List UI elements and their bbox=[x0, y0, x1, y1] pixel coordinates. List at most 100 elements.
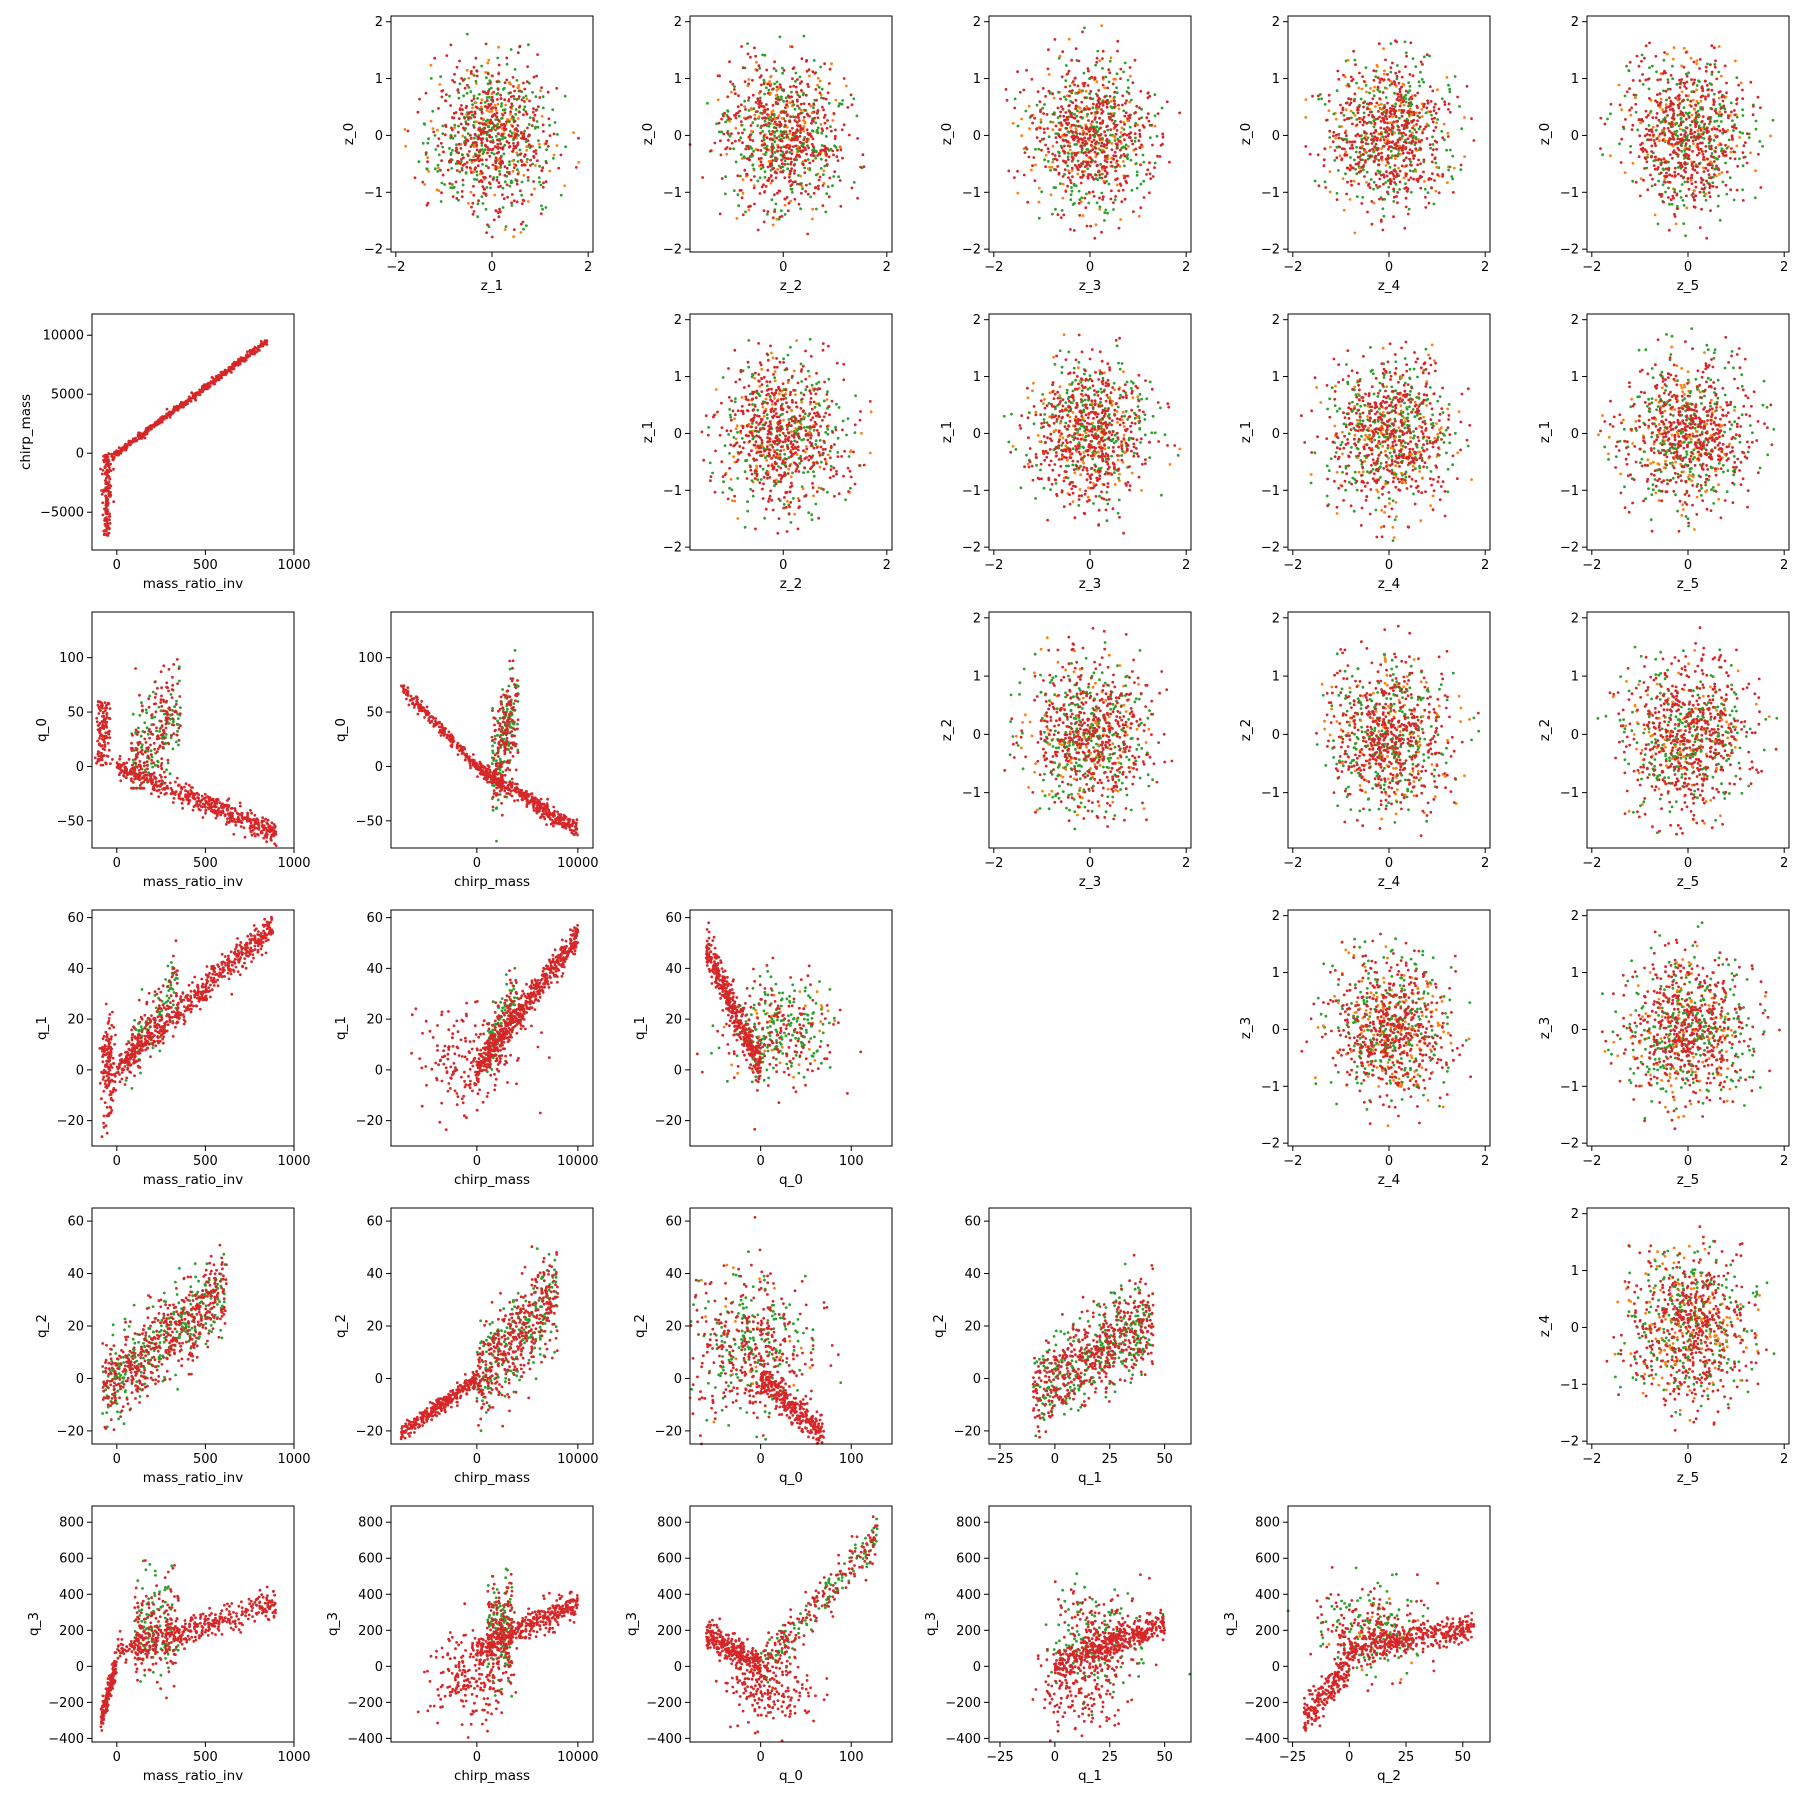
scatter-point bbox=[1415, 111, 1418, 115]
scatter-point bbox=[541, 207, 544, 211]
scatter-point bbox=[1715, 77, 1719, 81]
scatter-point bbox=[536, 53, 539, 56]
scatter-point bbox=[1118, 148, 1122, 152]
scatter-point bbox=[1059, 110, 1062, 114]
scatter-point bbox=[463, 136, 467, 139]
scatter-point bbox=[1373, 159, 1376, 163]
scatter-point bbox=[783, 119, 787, 123]
scatter-point bbox=[1103, 211, 1107, 215]
scatter-point bbox=[531, 162, 535, 166]
scatter-point bbox=[1430, 117, 1434, 121]
scatter-point bbox=[486, 223, 489, 227]
scatter-point bbox=[1354, 134, 1358, 138]
scatter-point bbox=[1070, 58, 1074, 62]
scatter-point bbox=[1328, 190, 1332, 194]
scatter-point bbox=[836, 148, 839, 152]
scatter-point bbox=[1617, 83, 1621, 87]
scatter-point bbox=[809, 153, 813, 157]
scatter-point bbox=[1061, 138, 1065, 142]
scatter-point bbox=[445, 54, 449, 57]
scatter-point bbox=[1123, 197, 1127, 201]
scatter-point bbox=[1384, 96, 1388, 99]
scatter-point bbox=[1102, 101, 1105, 104]
scatter-point bbox=[1722, 104, 1726, 108]
scatter-point bbox=[1603, 122, 1607, 126]
scatter-point bbox=[1038, 100, 1042, 104]
scatter-point bbox=[1380, 151, 1383, 155]
scatter-point bbox=[1134, 162, 1138, 165]
scatter-point bbox=[1370, 138, 1373, 142]
scatter-point bbox=[507, 145, 511, 149]
scatter-point bbox=[479, 179, 483, 182]
scatter-point bbox=[1378, 90, 1382, 94]
scatter-point bbox=[1405, 120, 1409, 124]
scatter-point bbox=[790, 148, 793, 152]
scatter-point bbox=[1089, 143, 1093, 147]
scatter-point bbox=[522, 108, 526, 112]
scatter-point bbox=[1084, 89, 1088, 93]
scatter-point bbox=[1749, 80, 1753, 84]
scatter-point bbox=[1736, 164, 1740, 168]
scatter-point bbox=[759, 149, 763, 152]
scatter-point bbox=[1046, 67, 1050, 71]
scatter-point bbox=[1656, 166, 1660, 169]
scatter-point bbox=[1719, 143, 1723, 147]
scatter-point bbox=[1101, 110, 1105, 113]
scatter-point bbox=[1103, 181, 1107, 185]
scatter-point bbox=[1109, 197, 1113, 201]
scatter-point bbox=[489, 118, 493, 122]
scatter-point bbox=[1414, 136, 1418, 139]
scatter-point bbox=[1382, 144, 1386, 148]
scatter-point bbox=[1362, 120, 1366, 124]
scatter-point bbox=[1698, 67, 1701, 70]
scatter-point bbox=[523, 100, 526, 103]
scatter-point bbox=[799, 174, 802, 178]
scatter-point bbox=[1063, 95, 1066, 99]
scatter-point bbox=[785, 99, 789, 103]
scatter-point bbox=[421, 180, 425, 184]
scatter-point bbox=[524, 94, 528, 98]
scatter-point bbox=[1161, 135, 1165, 139]
scatter-point bbox=[1323, 147, 1327, 151]
scatter-point bbox=[782, 69, 786, 72]
scatter-point bbox=[1142, 196, 1146, 199]
scatter-point bbox=[1717, 155, 1721, 158]
scatter-point bbox=[808, 182, 812, 186]
scatter-point bbox=[817, 184, 820, 188]
scatter-point bbox=[484, 164, 488, 168]
scatter-point bbox=[728, 60, 731, 64]
scatter-point bbox=[513, 120, 516, 123]
scatter-point bbox=[783, 176, 787, 180]
scatter-point bbox=[797, 119, 801, 122]
scatter-point bbox=[449, 160, 452, 164]
scatter-point bbox=[753, 175, 756, 178]
scatter-point bbox=[552, 156, 555, 160]
scatter-point bbox=[1153, 166, 1156, 170]
scatter-point bbox=[1430, 113, 1433, 117]
scatter-point bbox=[1043, 158, 1046, 162]
scatter-point bbox=[541, 106, 545, 110]
scatter-point bbox=[1160, 106, 1164, 110]
scatter-point bbox=[1044, 165, 1047, 169]
scatter-points bbox=[1304, 39, 1476, 235]
scatter-point bbox=[804, 190, 808, 193]
scatter-point bbox=[774, 100, 778, 104]
scatter-point bbox=[802, 119, 805, 122]
scatter-point bbox=[507, 133, 511, 137]
scatter-point bbox=[527, 143, 531, 147]
scatter-point bbox=[523, 155, 526, 158]
scatter-point bbox=[1717, 194, 1720, 198]
scatter-point bbox=[1336, 69, 1340, 73]
scatter-point bbox=[1386, 73, 1389, 76]
scatter-point bbox=[1432, 129, 1436, 133]
scatter-point bbox=[796, 124, 799, 127]
scatter-point bbox=[1068, 89, 1072, 93]
scatter-point bbox=[503, 108, 507, 111]
scatter-point bbox=[758, 66, 762, 70]
scatter-point bbox=[1643, 156, 1647, 160]
scatter-point bbox=[1433, 179, 1436, 182]
scatter-point bbox=[1101, 121, 1104, 125]
scatter-point bbox=[1678, 164, 1682, 168]
scatter-point bbox=[1034, 163, 1037, 167]
scatter-point bbox=[1436, 118, 1439, 121]
